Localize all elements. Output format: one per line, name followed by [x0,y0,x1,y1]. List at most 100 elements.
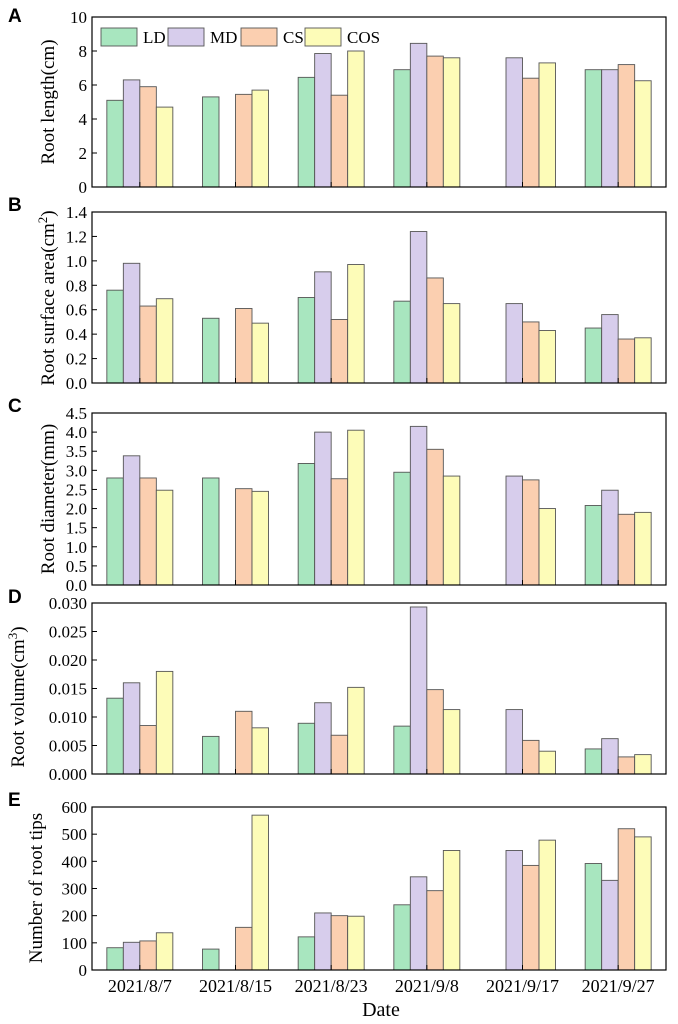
bar-b-md-5 [601,314,619,384]
legend-label-cs: CS [283,28,304,47]
bar-e-ld-0 [106,947,124,971]
panel-d: D Root volume(cm3) 0.0000.0050.0100.0150… [5,587,667,784]
bar-a-cos-1 [251,89,269,188]
bar-e-ld-5 [584,863,603,971]
bar-a-ld-1 [202,96,220,188]
legend-label-md: MD [210,28,237,47]
bar-d-cs-2 [330,734,349,775]
bar-b-ld-0 [106,289,124,384]
x-tick-label: 2021/8/15 [199,976,272,996]
bar-e-md-5 [601,879,619,971]
y-tick-label: 1.5 [66,519,87,538]
bar-a-ld-2 [297,76,316,188]
y-tick-label: 1.0 [66,252,87,271]
bar-a-cs-1 [235,93,253,188]
plot-frame-a [91,16,667,188]
bar-b-cs-3 [426,277,444,384]
bar-c-cos-3 [442,475,461,586]
bar-b-cos-3 [442,303,461,384]
bar-c-cs-2 [330,478,349,586]
y-tick-label: 0 [79,178,88,197]
y-tick-label: 0.005 [49,737,87,756]
x-tick-label: 2021/9/17 [486,976,559,996]
bar-c-md-4 [505,475,523,586]
bar-a-cos-4 [538,62,556,188]
bar-e-ld-1 [202,948,220,971]
plot-frame-e [91,806,667,971]
bar-c-cs-3 [426,448,444,586]
bars-d [106,606,652,775]
bar-d-cs-0 [139,725,157,775]
bar-d-cos-5 [634,754,652,775]
bar-d-cs-1 [235,710,253,775]
bar-b-cs-5 [617,338,636,384]
y-tick-label: 0 [79,961,88,980]
panel-a: A Root length(cm) 0 2 4 6 8 10 LD MD CS COS [8,6,667,197]
legend-swatch-ld [100,27,138,47]
bar-c-ld-2 [297,463,316,586]
bar-d-md-5 [601,738,619,775]
y-tick-label: 0.025 [49,623,87,642]
y-tick-label: 400 [62,852,88,871]
bar-e-md-4 [505,850,523,971]
bar-b-cos-4 [538,330,556,384]
x-tick-label: 2021/8/23 [295,976,368,996]
bar-e-ld-3 [393,904,411,971]
bar-a-cs-2 [330,94,349,188]
bar-c-cos-1 [251,490,269,586]
legend: LD MD CS COS [100,27,380,47]
bar-e-md-2 [314,912,332,971]
bar-b-cs-2 [330,319,349,384]
panel-b: B Root surface area(cm2) 0.0 0.2 0.4 0.6 0.8… [8,195,667,393]
y-ticks-e: 0 100 200 300 400 500 600 [62,798,97,980]
bar-b-cos-5 [634,337,652,384]
y-tick-label: 4 [79,110,88,129]
y-tick-label: 1.2 [66,227,87,246]
bar-e-md-3 [409,876,428,971]
bar-a-cs-3 [426,55,444,188]
y-tick-label: 0.015 [49,680,87,699]
bar-d-cs-3 [426,689,444,775]
y-tick-label: 0.8 [66,276,87,295]
bar-b-md-0 [122,262,141,384]
bar-a-md-5 [601,69,619,188]
y-tick-label: 3.5 [66,442,87,461]
y-tick-label: 8 [79,42,88,61]
bar-e-cs-2 [330,915,349,971]
bar-b-ld-5 [584,327,603,384]
bar-e-cos-2 [347,915,365,971]
bar-c-cos-2 [347,429,365,586]
bars-b [106,231,652,384]
bar-c-ld-5 [584,505,603,586]
bar-c-md-0 [122,455,141,586]
panel-letter-b: B [8,195,22,216]
y-tick-label: 4.0 [66,423,87,442]
y-tick-label: 1.4 [66,203,88,222]
bar-d-cs-4 [522,739,540,775]
bar-c-md-5 [601,489,619,586]
y-tick-label: 2.0 [66,500,87,519]
bar-e-cos-3 [442,850,461,971]
bar-e-cs-5 [617,828,636,971]
y-axis-label-e: Number of root tips [26,813,47,963]
bar-b-cos-0 [155,298,174,384]
bar-c-cos-4 [538,508,556,586]
bar-b-md-4 [505,303,523,384]
bar-c-md-3 [409,425,428,586]
bar-b-ld-3 [393,300,411,384]
bar-c-md-2 [314,431,332,586]
bar-b-ld-2 [297,297,316,384]
bar-d-cos-1 [251,727,269,775]
bar-c-ld-1 [202,477,220,586]
bar-d-md-4 [505,709,523,775]
bar-e-cs-1 [235,926,253,971]
legend-swatch-cs [240,27,278,47]
bar-e-cs-3 [426,890,444,971]
bar-a-md-0 [122,79,141,188]
bar-a-cs-0 [139,86,157,188]
plot-frame-c [91,412,667,586]
bar-a-cos-0 [155,106,174,188]
y-tick-label: 4.5 [66,404,87,423]
bar-a-cs-5 [617,64,636,188]
